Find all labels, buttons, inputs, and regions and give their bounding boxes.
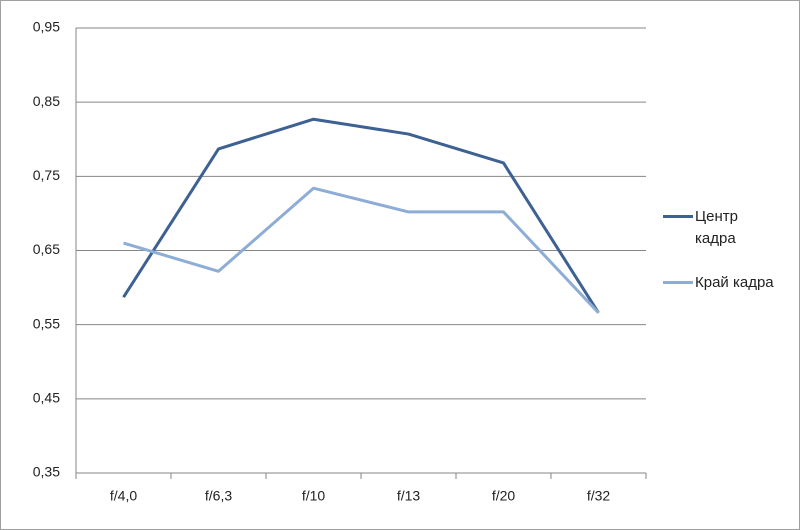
x-tick-label: f/6,3 <box>205 488 232 504</box>
legend-item: Центр кадра <box>663 206 779 250</box>
y-tick-label: 0,45 <box>33 390 60 406</box>
y-tick-label: 0,85 <box>33 93 60 109</box>
x-tick-label: f/32 <box>587 488 611 504</box>
legend-swatch <box>663 281 693 284</box>
y-tick-label: 0,95 <box>33 19 60 35</box>
y-tick-label: 0,35 <box>33 464 60 480</box>
y-tick-label: 0,75 <box>33 167 60 183</box>
x-tick-label: f/4,0 <box>110 488 137 504</box>
legend-label: Край кадра <box>695 274 774 291</box>
x-tick-label: f/13 <box>397 488 421 504</box>
x-tick-label: f/10 <box>302 488 326 504</box>
x-tick-label: f/20 <box>492 488 516 504</box>
series-line <box>122 117 600 314</box>
legend-label: Центр кадра <box>695 208 738 247</box>
legend: Центр кадра Край кадра <box>663 206 779 316</box>
y-tick-label: 0,65 <box>33 241 60 257</box>
legend-swatch <box>663 215 693 218</box>
y-tick-label: 0,55 <box>33 315 60 331</box>
series-line <box>123 186 600 314</box>
legend-item: Край кадра <box>663 272 779 294</box>
